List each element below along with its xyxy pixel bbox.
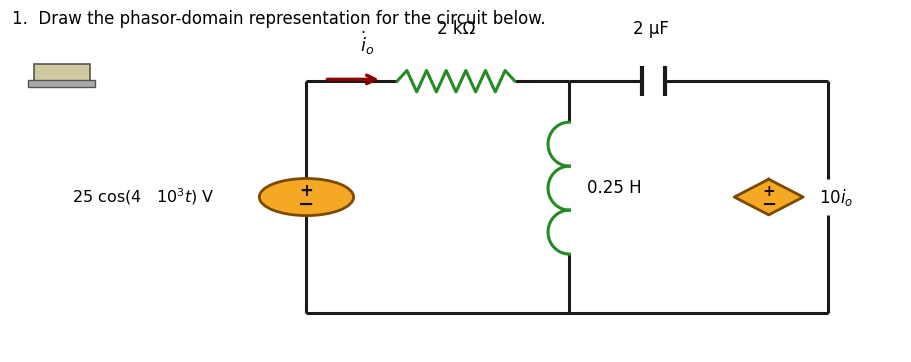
Text: −: − <box>298 195 314 214</box>
Polygon shape <box>733 179 803 215</box>
Text: −: − <box>761 195 775 214</box>
Circle shape <box>259 178 353 216</box>
Text: 25 cos(4   10$^3$$t$) V: 25 cos(4 10$^3$$t$) V <box>72 187 214 207</box>
Text: +: + <box>299 182 313 199</box>
Text: 2 µF: 2 µF <box>632 20 668 38</box>
Text: $\dot{i}_o$: $\dot{i}_o$ <box>360 30 374 58</box>
Text: 1.  Draw the phasor-domain representation for the circuit below.: 1. Draw the phasor-domain representation… <box>12 10 545 28</box>
FancyBboxPatch shape <box>34 64 89 82</box>
Text: 2 kΩ: 2 kΩ <box>436 20 475 38</box>
FancyBboxPatch shape <box>28 80 95 87</box>
Text: 0.25 H: 0.25 H <box>587 179 641 197</box>
Text: +: + <box>762 184 774 199</box>
Text: 10$i_o$: 10$i_o$ <box>818 186 852 207</box>
